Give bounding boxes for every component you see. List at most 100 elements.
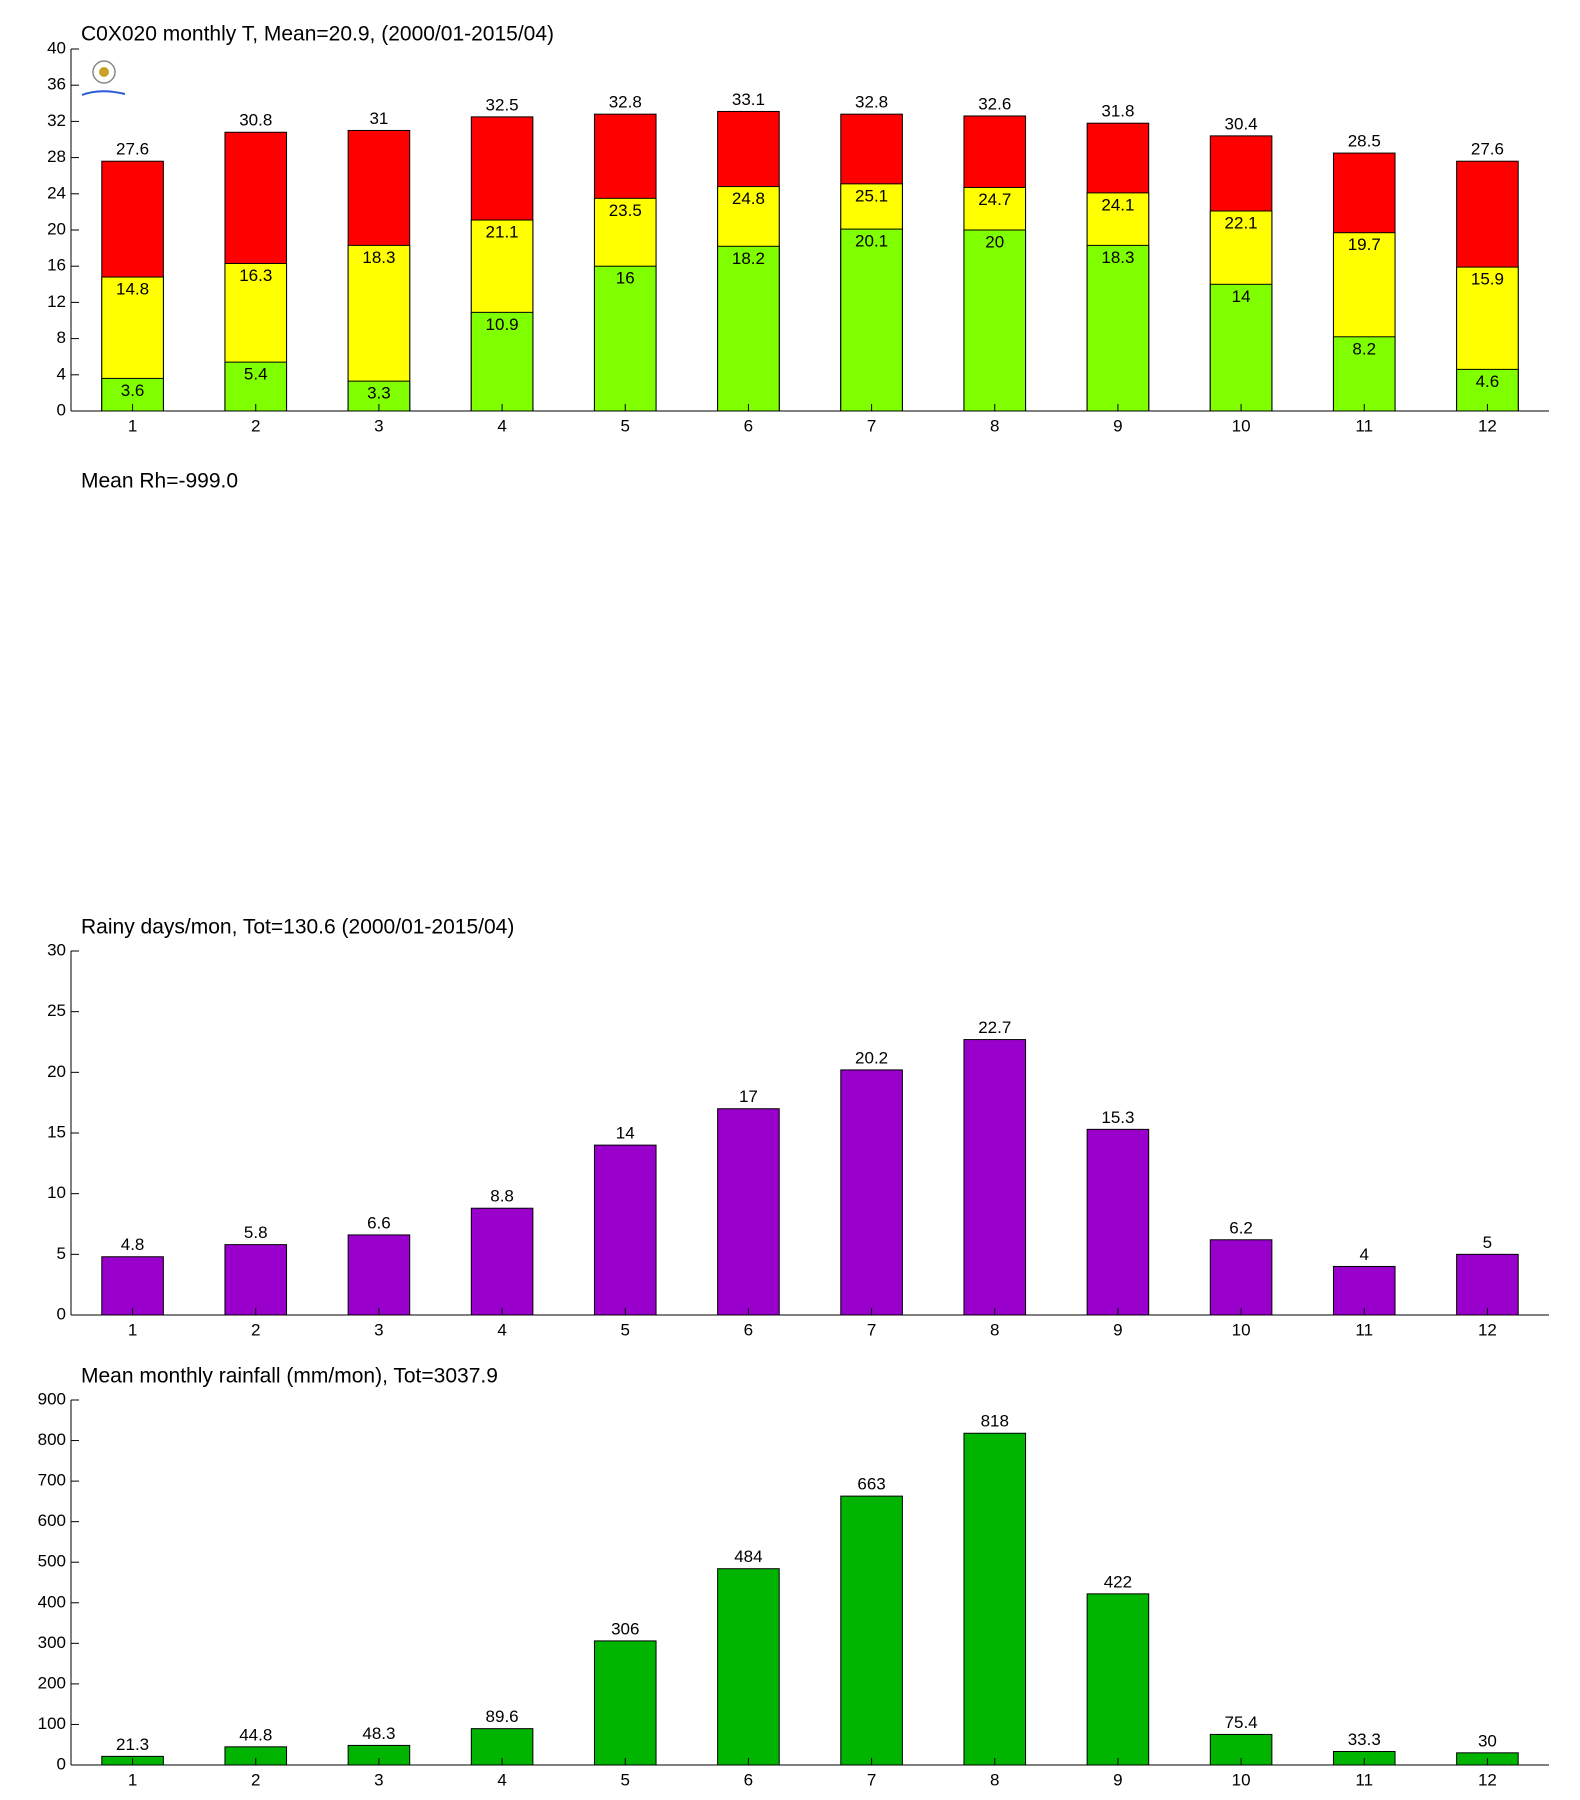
x-tick-label: 6 <box>744 1320 753 1339</box>
y-tick-label: 28 <box>47 147 66 166</box>
bar <box>593 1144 657 1316</box>
y-tick-label: 8 <box>57 328 66 347</box>
bar <box>963 229 1027 412</box>
x-tick-label: 5 <box>621 416 630 435</box>
value-label: 484 <box>734 1547 762 1566</box>
value-label: 20 <box>985 232 1004 251</box>
value-label: 21.3 <box>116 1735 149 1754</box>
bar <box>470 311 534 412</box>
value-label: 10.9 <box>486 315 519 334</box>
value-label: 5.8 <box>244 1223 268 1242</box>
value-label: 20.1 <box>855 232 888 251</box>
x-tick-label: 10 <box>1232 1770 1251 1789</box>
value-label: 27.6 <box>116 140 149 159</box>
value-label: 48.3 <box>362 1724 395 1743</box>
value-label: 14 <box>616 1124 635 1143</box>
y-tick-label: 700 <box>38 1471 66 1490</box>
value-label: 33.1 <box>732 90 765 109</box>
y-tick-label: 20 <box>47 219 66 238</box>
bar <box>224 1244 288 1316</box>
value-label: 24.8 <box>732 189 765 208</box>
y-tick-label: 40 <box>47 38 66 57</box>
x-tick-label: 11 <box>1355 1770 1373 1789</box>
value-label: 6.6 <box>367 1213 391 1232</box>
x-tick-label: 2 <box>251 1770 260 1789</box>
bar <box>470 1207 534 1316</box>
bar <box>1086 1128 1150 1316</box>
x-tick-label: 4 <box>497 1320 506 1339</box>
bar <box>963 1432 1027 1766</box>
logo <box>81 60 126 96</box>
y-tick-label: 0 <box>57 400 66 419</box>
value-label: 3.6 <box>121 381 145 400</box>
bar <box>840 1495 903 1766</box>
y-tick-label: 12 <box>47 292 66 311</box>
chart-title: Mean Rh=-999.0 <box>81 470 238 493</box>
value-label: 18.3 <box>1101 248 1134 267</box>
x-tick-label: 2 <box>251 1320 260 1339</box>
bar <box>717 1108 780 1316</box>
bar <box>963 1039 1027 1316</box>
x-tick-label: 12 <box>1478 1770 1497 1789</box>
value-label: 818 <box>981 1412 1009 1431</box>
value-label: 25.1 <box>855 186 888 205</box>
bar <box>593 1640 657 1766</box>
x-tick-label: 1 <box>128 1320 137 1339</box>
x-tick-label: 6 <box>744 1770 753 1789</box>
x-tick-label: 4 <box>497 1770 506 1789</box>
x-tick-label: 3 <box>374 416 383 435</box>
y-tick-label: 4 <box>57 364 66 383</box>
value-label: 28.5 <box>1348 132 1381 151</box>
value-label: 4 <box>1360 1245 1369 1264</box>
value-label: 4.8 <box>121 1235 145 1254</box>
x-tick-label: 4 <box>497 416 506 435</box>
value-label: 23.5 <box>609 201 642 220</box>
x-tick-label: 9 <box>1113 1770 1122 1789</box>
value-label: 18.3 <box>362 248 395 267</box>
y-tick-label: 800 <box>38 1430 66 1449</box>
y-tick-label: 400 <box>38 1592 66 1611</box>
x-tick-label: 8 <box>990 416 999 435</box>
y-tick-label: 15 <box>47 1122 66 1141</box>
value-label: 22.1 <box>1225 213 1258 232</box>
y-tick-label: 0 <box>57 1304 66 1323</box>
y-tick-label: 25 <box>47 1001 66 1020</box>
value-label: 422 <box>1104 1572 1132 1591</box>
value-label: 16 <box>616 269 635 288</box>
bar <box>347 1234 411 1316</box>
x-tick-label: 12 <box>1478 1320 1497 1339</box>
value-label: 33.3 <box>1348 1730 1381 1749</box>
x-tick-label: 6 <box>744 416 753 435</box>
x-tick-label: 11 <box>1355 1320 1373 1339</box>
value-label: 89.6 <box>486 1707 519 1726</box>
y-tick-label: 24 <box>47 183 66 202</box>
bar <box>840 1069 903 1316</box>
y-tick-label: 900 <box>38 1389 66 1408</box>
y-tick-label: 20 <box>47 1062 66 1081</box>
x-tick-label: 1 <box>128 1770 137 1789</box>
x-tick-label: 11 <box>1355 416 1373 435</box>
y-tick-label: 600 <box>38 1511 66 1530</box>
value-label: 19.7 <box>1348 235 1381 254</box>
y-tick-label: 0 <box>57 1754 66 1773</box>
bar <box>1209 1239 1273 1316</box>
chart-title: Mean monthly rainfall (mm/mon), Tot=3037… <box>81 1365 498 1388</box>
x-tick-label: 12 <box>1478 416 1497 435</box>
x-tick-label: 7 <box>867 416 876 435</box>
x-tick-label: 8 <box>990 1770 999 1789</box>
value-label: 31.8 <box>1101 102 1134 121</box>
bar <box>1456 1253 1519 1316</box>
value-label: 32.8 <box>855 93 888 112</box>
value-label: 17 <box>739 1087 758 1106</box>
y-tick-label: 16 <box>47 256 66 275</box>
value-label: 44.8 <box>239 1725 272 1744</box>
bar <box>717 245 780 412</box>
value-label: 21.1 <box>486 223 519 242</box>
x-tick-label: 1 <box>128 416 137 435</box>
value-label: 663 <box>857 1475 885 1494</box>
y-tick-label: 500 <box>38 1552 66 1571</box>
bar <box>1086 244 1150 412</box>
value-label: 4.6 <box>1476 372 1500 391</box>
value-label: 15.3 <box>1101 1108 1134 1127</box>
